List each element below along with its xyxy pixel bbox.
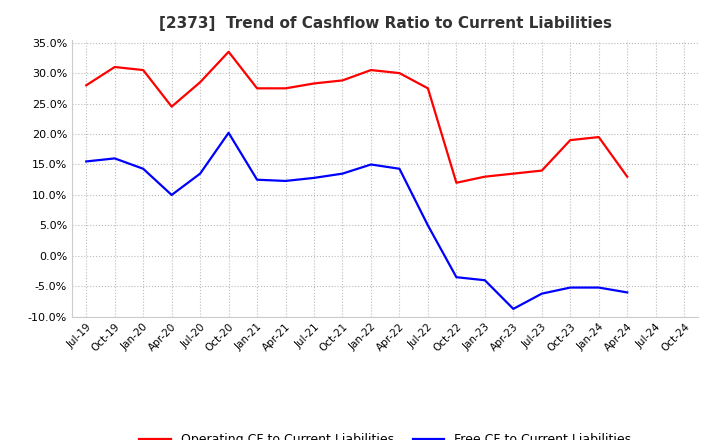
Free CF to Current Liabilities [253, 177, 261, 182]
Line: Free CF to Current Liabilities: Free CF to Current Liabilities [86, 133, 627, 309]
Operating CF to Current Liabilities [225, 49, 233, 55]
Free CF to Current Liabilities [480, 278, 489, 283]
Operating CF to Current Liabilities [253, 86, 261, 91]
Operating CF to Current Liabilities [310, 81, 318, 86]
Legend: Operating CF to Current Liabilities, Free CF to Current Liabilities: Operating CF to Current Liabilities, Fre… [135, 429, 636, 440]
Free CF to Current Liabilities [196, 171, 204, 176]
Free CF to Current Liabilities [452, 275, 461, 280]
Operating CF to Current Liabilities [82, 83, 91, 88]
Free CF to Current Liabilities [282, 178, 290, 183]
Free CF to Current Liabilities [509, 306, 518, 312]
Operating CF to Current Liabilities [196, 80, 204, 85]
Free CF to Current Liabilities [139, 166, 148, 172]
Free CF to Current Liabilities [623, 290, 631, 295]
Free CF to Current Liabilities [566, 285, 575, 290]
Free CF to Current Liabilities [82, 159, 91, 164]
Free CF to Current Liabilities [167, 192, 176, 198]
Operating CF to Current Liabilities [595, 135, 603, 140]
Free CF to Current Liabilities [537, 291, 546, 296]
Operating CF to Current Liabilities [338, 78, 347, 83]
Free CF to Current Liabilities [310, 175, 318, 180]
Free CF to Current Liabilities [366, 162, 375, 167]
Operating CF to Current Liabilities [110, 64, 119, 70]
Operating CF to Current Liabilities [423, 86, 432, 91]
Free CF to Current Liabilities [595, 285, 603, 290]
Free CF to Current Liabilities [395, 166, 404, 172]
Free CF to Current Liabilities [338, 171, 347, 176]
Operating CF to Current Liabilities [167, 104, 176, 109]
Title: [2373]  Trend of Cashflow Ratio to Current Liabilities: [2373] Trend of Cashflow Ratio to Curren… [158, 16, 612, 32]
Operating CF to Current Liabilities [395, 70, 404, 76]
Operating CF to Current Liabilities [139, 67, 148, 73]
Operating CF to Current Liabilities [480, 174, 489, 180]
Free CF to Current Liabilities [423, 223, 432, 228]
Line: Operating CF to Current Liabilities: Operating CF to Current Liabilities [86, 52, 627, 183]
Operating CF to Current Liabilities [537, 168, 546, 173]
Operating CF to Current Liabilities [366, 67, 375, 73]
Operating CF to Current Liabilities [452, 180, 461, 185]
Free CF to Current Liabilities [225, 130, 233, 136]
Operating CF to Current Liabilities [509, 171, 518, 176]
Operating CF to Current Liabilities [282, 86, 290, 91]
Free CF to Current Liabilities [110, 156, 119, 161]
Operating CF to Current Liabilities [623, 174, 631, 180]
Operating CF to Current Liabilities [566, 137, 575, 143]
